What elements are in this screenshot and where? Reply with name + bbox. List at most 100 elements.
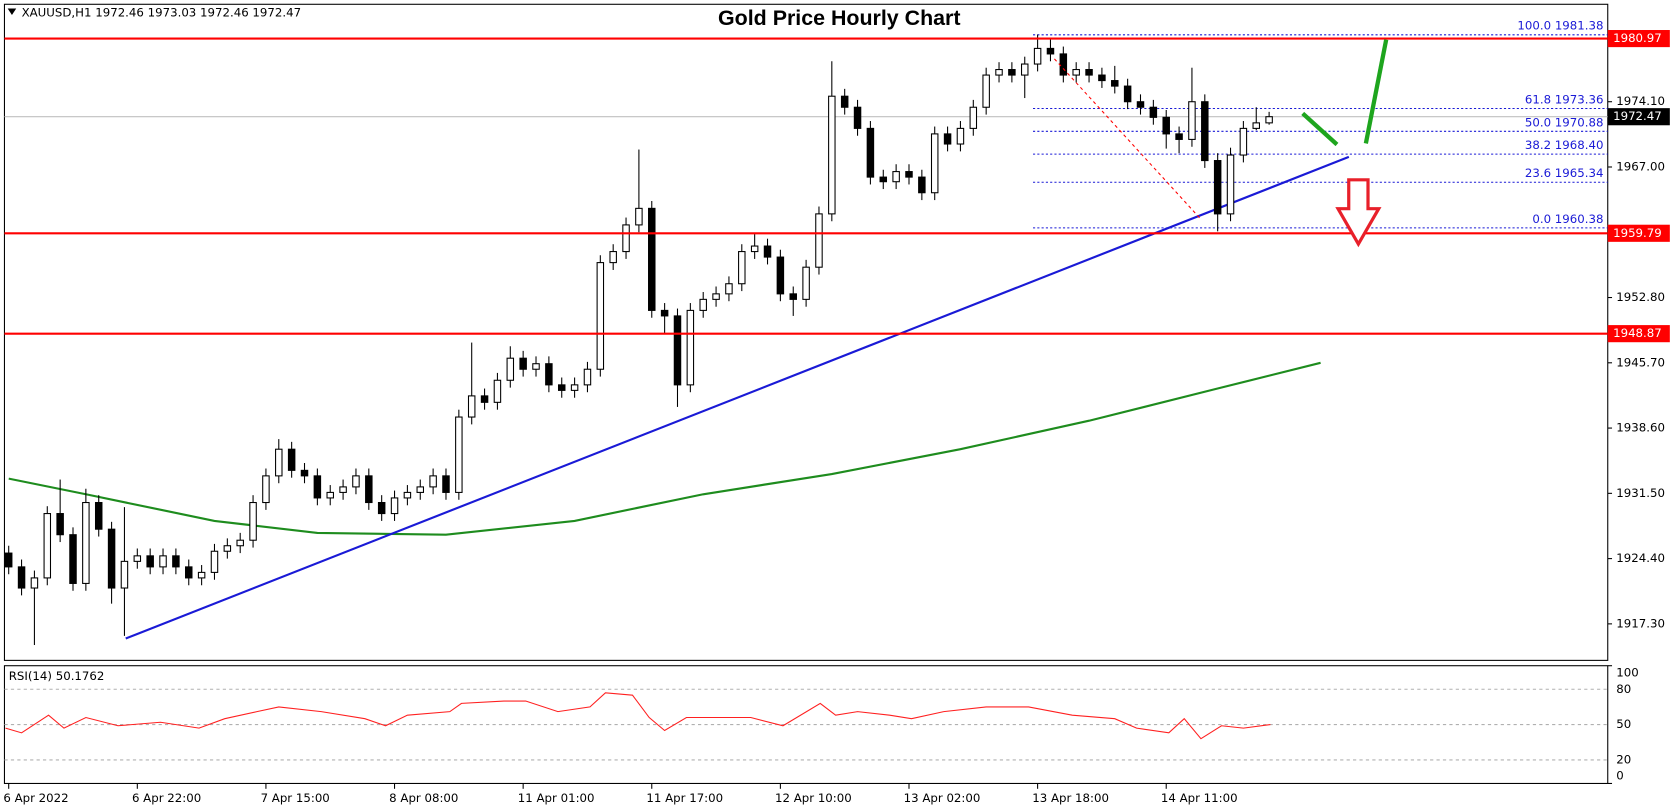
candle-body [532,363,540,370]
candle-body [789,293,797,300]
candle-body [82,501,90,584]
candle-body [326,491,334,499]
y-tick-label: 1938.60 [1616,421,1665,435]
candle-body [4,552,13,568]
candle-body [262,475,270,504]
fib-label: 0.0 1960.38 [1532,212,1603,226]
candle-body [738,251,746,285]
candle-body [1162,116,1170,135]
green-arrow [1301,111,1339,147]
candle-body [1033,47,1042,65]
fib-label: 23.6 1965.34 [1525,166,1604,180]
candle-body [17,566,26,589]
candle-body [403,491,412,499]
fib-label: 100.0 1981.38 [1517,19,1603,33]
x-tick-label: 6 Apr 22:00 [132,791,201,805]
candle-body [1252,122,1260,129]
y-tick-label: 1967.00 [1616,159,1665,173]
candle-body [352,475,360,488]
candle-body [236,539,244,547]
candle-body [725,283,733,295]
candle-body [467,395,476,418]
candle-body [648,207,656,311]
red-arrow [1335,178,1382,248]
candle-body [133,555,142,562]
y-tick-label: 1945.70 [1616,355,1665,369]
candle-body [956,127,965,145]
candle-body [1046,47,1055,55]
y-tick-label: 1931.50 [1616,486,1665,500]
y-tick-label: 80 [1616,682,1631,696]
candle-body [763,245,772,258]
candle-body [943,133,952,145]
green-arrow [1363,39,1389,144]
candle-body [622,224,630,253]
y-tick-label: 20 [1616,752,1631,766]
candle-body [56,513,64,536]
candle-body [275,448,283,477]
candle-body [866,127,875,178]
level-box [1607,224,1670,242]
candle-body [313,475,322,499]
candle-body [776,256,785,295]
candle-body [892,171,900,183]
x-tick-label: 6 Apr 2022 [3,791,68,805]
candle-body [1188,101,1196,140]
candle-body [172,555,180,568]
x-tick-label: 13 Apr 02:00 [904,791,981,805]
x-tick-label: 11 Apr 01:00 [518,791,595,805]
candle-body [69,534,77,584]
candle-body [686,309,695,386]
level-label: 1959.79 [1613,226,1662,240]
candle-body [377,501,386,515]
level-label: 1980.97 [1613,31,1662,45]
candle-body [635,207,643,226]
candle-body [1226,154,1235,215]
fib-diagonal [1054,58,1202,220]
candle-body [879,176,888,183]
candle-body [1072,69,1080,76]
fib-label: 38.2 1968.40 [1525,138,1604,152]
candle-body [545,363,553,386]
current-price-box [1607,108,1670,126]
level-label: 1948.87 [1613,326,1662,340]
candle-body [840,95,849,108]
candle-body [30,577,39,589]
candle-body [519,357,527,370]
candle-body [583,368,592,386]
candle-body [930,133,939,194]
candle-body [982,74,990,108]
x-tick-label: 13 Apr 18:00 [1032,791,1109,805]
candle-body [570,384,579,391]
y-tick-label: 1917.30 [1616,616,1665,630]
fib-label: 50.0 1970.88 [1525,115,1604,129]
candle-body [1085,69,1093,76]
y-tick-label: 1952.80 [1616,290,1665,304]
rsi-line [5,692,1271,740]
candle-body [815,213,823,268]
candle-body [159,555,167,568]
candle-body [223,545,232,552]
candle-body [94,501,103,530]
candle-body [339,486,347,493]
x-tick-label: 11 Apr 17:00 [646,791,723,805]
candle-body [995,69,1003,76]
level-box [1607,30,1670,48]
x-tick-label: 12 Apr 10:00 [775,791,852,805]
menu-triangle [7,8,17,15]
candle-body [1008,69,1016,76]
price-panel [3,3,1609,661]
candle-body [1059,53,1068,76]
candle-body [210,550,219,573]
candle-body [1149,106,1158,118]
y-tick-label: 50 [1616,717,1631,731]
current-price-label: 1972.47 [1613,109,1662,123]
candle-body [107,528,116,589]
candle-body [750,245,759,253]
candle-body [609,251,617,264]
x-tick-label: 8 Apr 08:00 [389,791,458,805]
candle-body [493,379,502,403]
candle-body [43,513,52,579]
candle-body [1020,63,1029,76]
